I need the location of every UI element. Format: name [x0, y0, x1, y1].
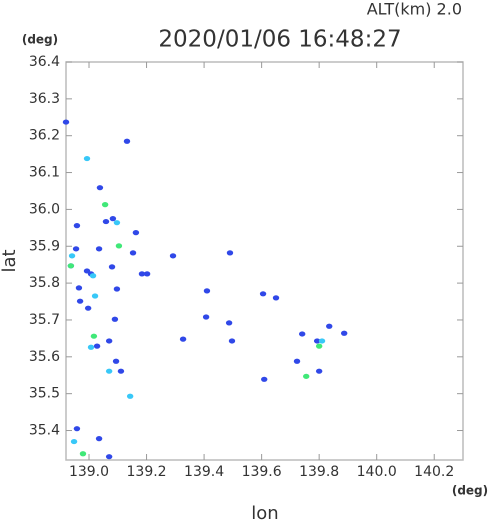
- echo-point: [93, 343, 101, 349]
- echo-point: [315, 368, 323, 374]
- echo-point: [96, 185, 104, 191]
- x-tick-label: 139.2: [127, 464, 167, 480]
- echo-point: [313, 338, 321, 344]
- echo-point: [108, 264, 116, 270]
- echo-point: [340, 330, 348, 336]
- echo-point: [293, 358, 301, 364]
- echo-point: [89, 273, 97, 279]
- y-tick-label: 36.2: [29, 128, 60, 144]
- echo-point: [84, 305, 92, 311]
- echo-point: [70, 438, 78, 445]
- echo-point: [126, 393, 134, 399]
- y-tick-label: 35.4: [29, 423, 60, 439]
- echo-point: [95, 246, 103, 252]
- echo-point: [143, 271, 151, 277]
- echo-point: [75, 285, 83, 291]
- echo-point: [91, 293, 99, 299]
- echo-point: [138, 271, 146, 277]
- y-tick-label: 35.9: [29, 238, 60, 254]
- echo-point: [101, 202, 109, 208]
- echo-point: [113, 286, 121, 292]
- y-axis-label: lat: [0, 249, 20, 272]
- echo-point: [129, 250, 137, 256]
- echo-point: [73, 426, 81, 432]
- echo-point: [315, 343, 323, 349]
- x-tick-label: 139.0: [69, 464, 109, 480]
- echo-point: [303, 373, 310, 379]
- y-tick-label: 36.1: [29, 165, 60, 181]
- x-tick-label: 139.6: [242, 464, 282, 480]
- echo-point: [90, 333, 98, 339]
- echo-point: [226, 250, 234, 256]
- y-unit: (deg): [22, 33, 58, 47]
- chart-subtitle: ALT(km) 2.0: [367, 0, 462, 19]
- echo-point: [105, 338, 113, 344]
- echo-point: [203, 288, 211, 294]
- echo-point: [225, 320, 233, 326]
- echo-point: [272, 295, 280, 301]
- echo-point: [115, 243, 123, 249]
- y-tick-label: 36.3: [29, 91, 60, 107]
- plot-frame: [65, 61, 464, 461]
- echo-point: [318, 338, 326, 344]
- x-tick-label: 140.0: [357, 464, 397, 480]
- echo-point: [326, 323, 333, 329]
- echo-point: [87, 344, 95, 350]
- y-tick-label: 35.5: [29, 386, 60, 402]
- echo-point: [169, 253, 177, 259]
- echo-point: [117, 368, 125, 374]
- x-tick-label: 139.4: [184, 464, 224, 480]
- x-axis-label: lon: [251, 503, 278, 521]
- echo-point: [72, 246, 80, 252]
- echo-point: [67, 263, 75, 269]
- y-tick-label: 35.6: [29, 349, 60, 365]
- echo-point: [202, 314, 210, 320]
- x-unit: (deg): [452, 484, 488, 498]
- echo-point: [102, 218, 110, 225]
- echo-point: [79, 451, 87, 457]
- echo-point: [298, 331, 306, 337]
- echo-point: [105, 368, 113, 374]
- y-tick-label: 36.0: [29, 201, 60, 217]
- echo-point: [73, 223, 81, 229]
- x-tick-label: 139.8: [299, 464, 339, 480]
- echo-point: [109, 216, 117, 222]
- echo-point: [132, 230, 140, 236]
- echo-point: [62, 119, 70, 125]
- x-tick-label: 140.2: [414, 464, 454, 480]
- echo-point: [68, 253, 76, 259]
- echo-point: [261, 376, 268, 382]
- echo-point: [105, 454, 113, 460]
- echo-point: [112, 358, 120, 364]
- echo-point: [113, 220, 121, 226]
- echo-point: [228, 338, 236, 344]
- y-tick-label: 35.7: [29, 312, 60, 328]
- echo-point: [179, 336, 187, 342]
- echo-point: [95, 436, 103, 442]
- y-tick-label: 35.8: [29, 275, 60, 291]
- echo-point: [259, 291, 267, 297]
- echo-point: [83, 155, 91, 162]
- echo-point: [123, 138, 131, 144]
- chart-title: 2020/01/06 16:48:27: [158, 27, 401, 53]
- echo-point: [76, 298, 84, 304]
- echo-point: [111, 316, 119, 322]
- y-tick-label: 36.4: [29, 54, 60, 70]
